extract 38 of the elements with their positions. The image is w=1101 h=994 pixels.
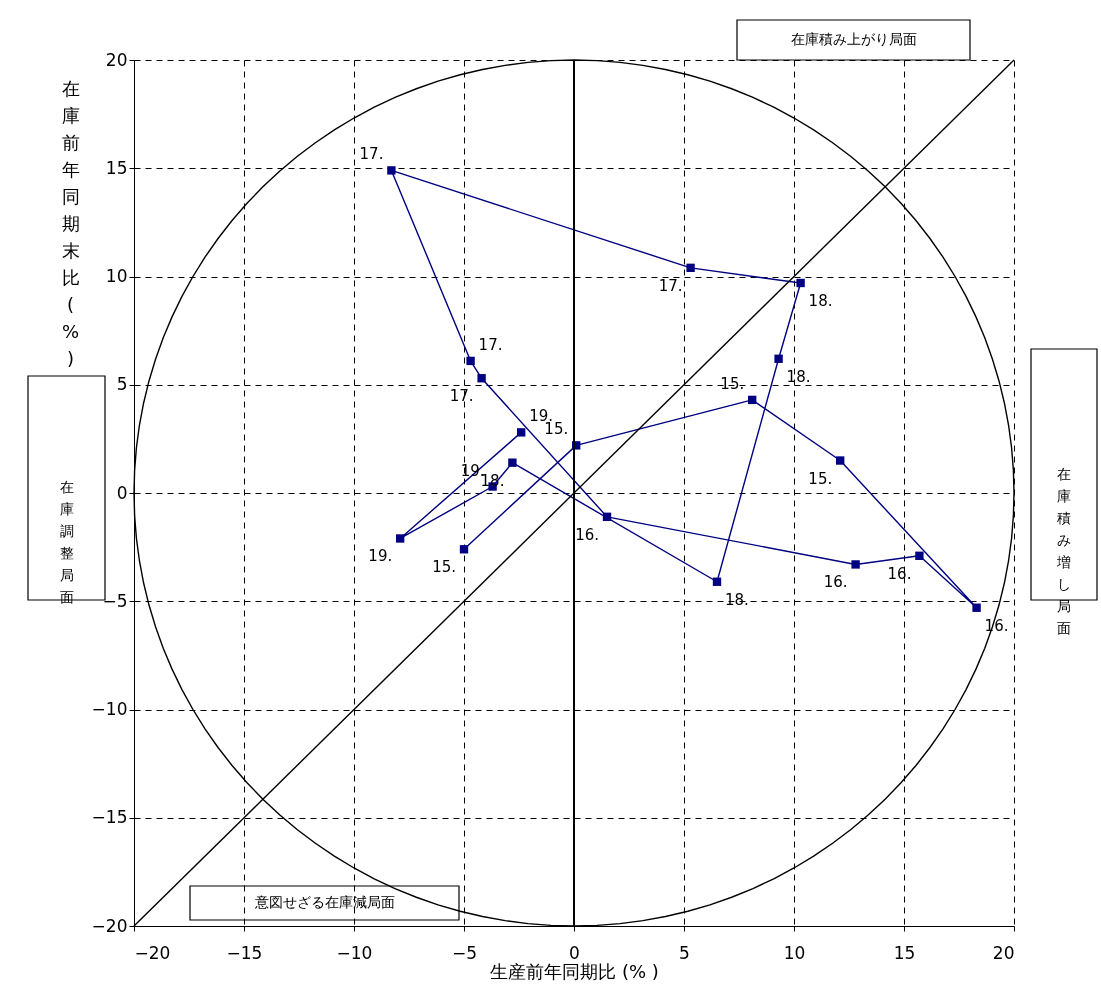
y-tick-label: −15 — [91, 807, 128, 828]
x-tick-label: −20 — [134, 942, 171, 963]
y-tick-label: −20 — [91, 915, 128, 936]
y-tick-label: 10 — [105, 266, 128, 286]
y-tick-label: 15 — [105, 157, 128, 178]
x-tick-label: −5 — [451, 942, 478, 963]
x-tick-label: 5 — [679, 942, 690, 963]
annotation: 18. — [808, 291, 833, 310]
x-tick-label: 10 — [783, 942, 806, 963]
annotation: 意図せざる在庫減局面 — [253, 894, 395, 910]
annotation: 17. — [449, 387, 474, 406]
annotation: 15. — [432, 558, 456, 577]
annotation: 19. — [368, 547, 393, 566]
annotation: 18. — [786, 367, 811, 386]
text: 在庫積み増し局面 — [1056, 465, 1071, 636]
x-tick-label: 20 — [992, 942, 1015, 963]
annotation: 16. — [823, 573, 848, 592]
annotation: 15. — [720, 374, 745, 393]
annotation: 16. — [575, 525, 599, 544]
y-tick-label: −5 — [102, 590, 128, 611]
annotation: 18. — [725, 590, 749, 609]
x-tick-label: 0 — [569, 942, 580, 963]
y-tick-label: −10 — [91, 699, 128, 719]
x-tick-label: −15 — [226, 942, 263, 963]
annotation: 17. — [478, 335, 503, 354]
y-tick-label: 5 — [116, 374, 128, 395]
x-tick-label: −10 — [336, 942, 373, 963]
annotation: 16. — [887, 564, 912, 583]
x-axis-title: 生産前年同期比 (% ) — [490, 960, 659, 982]
text: 在庫前年同期末比(%) — [61, 77, 80, 369]
y-tick-label: 20 — [105, 49, 128, 70]
annotation: 17. — [359, 145, 384, 164]
annotation: 17. — [658, 276, 683, 295]
y-tick-label: 0 — [116, 482, 128, 503]
text: 在庫積み上がり局面 — [790, 31, 917, 47]
x-tick-label: 15 — [893, 942, 916, 963]
text: 在庫調整局面 — [59, 479, 74, 605]
annotation: 15. — [808, 469, 833, 488]
